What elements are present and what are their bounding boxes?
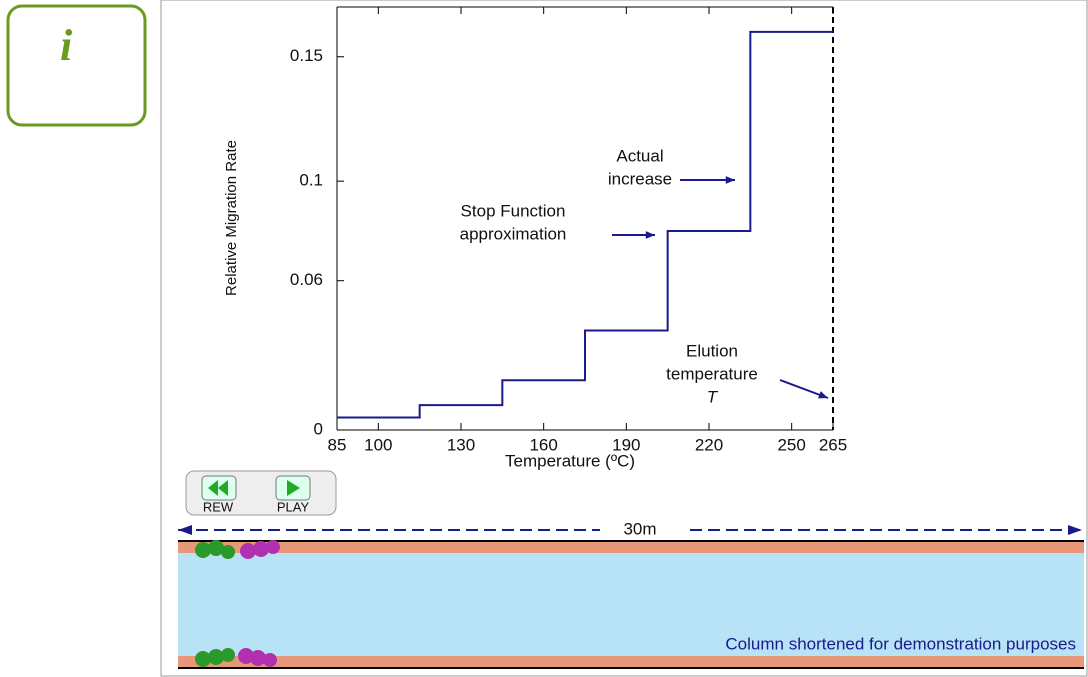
arrow-head [818, 391, 828, 399]
x-tick-label: 85 [328, 435, 347, 454]
annotation: temperature [666, 364, 758, 383]
length-bg [604, 520, 686, 540]
arrow-head [725, 176, 735, 184]
rew-label[interactable]: REW [203, 499, 234, 514]
column-note: Column shortened for demonstration purpo… [725, 634, 1076, 653]
x-tick-label: 190 [612, 435, 640, 454]
y-tick-label: 0.15 [290, 46, 323, 65]
x-axis-label: Temperature (ºC) [505, 451, 635, 470]
rew-button[interactable] [185, 470, 337, 516]
x-tick-label: 265 [819, 435, 847, 454]
arrow-head [645, 231, 655, 239]
column [178, 525, 1084, 669]
x-tick-label: 100 [364, 435, 392, 454]
annotation: Elution [686, 341, 738, 360]
x-tick-label: 250 [777, 435, 805, 454]
x-tick-label: 160 [529, 435, 557, 454]
info-box[interactable] [6, 4, 147, 127]
annotation: increase [608, 169, 672, 188]
y-axis-label: Relative Migration Rate [223, 140, 240, 296]
y-tick-label: 0.1 [299, 171, 323, 190]
annotation: Actual [616, 146, 663, 165]
x-tick-label: 130 [447, 435, 475, 454]
annotation: T [707, 387, 719, 406]
info-icon[interactable]: i [60, 21, 73, 70]
step-line [337, 30, 833, 419]
y-tick-label: 0 [314, 419, 323, 438]
annotation: approximation [460, 224, 567, 243]
x-tick-label: 220 [695, 435, 723, 454]
y-tick-label: 0.06 [290, 270, 323, 289]
play-label[interactable]: PLAY [277, 499, 310, 514]
column-length: 30m [623, 519, 656, 538]
annotation: Stop Function [461, 201, 566, 220]
